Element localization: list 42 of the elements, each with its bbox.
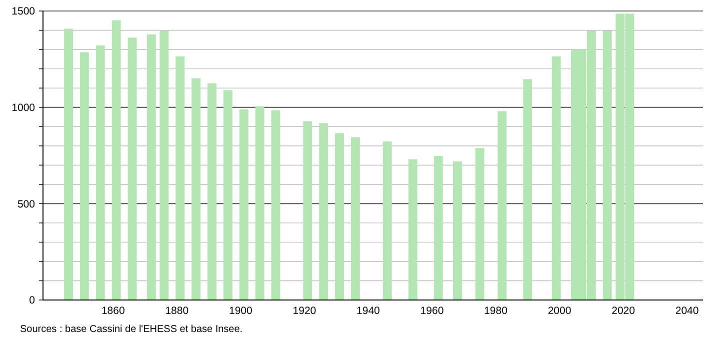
bar xyxy=(146,34,156,300)
bar xyxy=(475,148,484,300)
bar xyxy=(239,109,248,300)
y-tick-label: 1500 xyxy=(12,6,36,18)
bar xyxy=(498,111,507,300)
bar xyxy=(303,121,312,300)
y-tick-label: 500 xyxy=(17,198,36,210)
x-tick-label: 1920 xyxy=(292,305,316,317)
x-tick-label: 1880 xyxy=(165,305,189,317)
x-tick-label: 2000 xyxy=(548,305,572,317)
bar xyxy=(160,30,169,300)
x-tick-label: 2020 xyxy=(612,305,636,317)
bar xyxy=(128,38,137,300)
bar xyxy=(80,52,89,300)
bar xyxy=(96,45,105,300)
bar xyxy=(408,159,418,300)
bar xyxy=(223,90,232,300)
x-tick-label: 2040 xyxy=(675,305,699,317)
y-tick-label: 0 xyxy=(29,294,36,307)
bar xyxy=(208,83,216,300)
bar xyxy=(271,110,280,300)
bar xyxy=(176,56,185,300)
x-tick-label: 1900 xyxy=(229,305,253,317)
source-note: Sources : base Cassini de l'EHESS et base Insee. xyxy=(20,324,243,335)
bar xyxy=(552,56,561,300)
bar xyxy=(192,78,201,300)
x-tick-label: 1860 xyxy=(101,305,125,317)
bar xyxy=(453,161,462,300)
x-tick-label: 1940 xyxy=(356,305,380,317)
bar xyxy=(523,79,532,300)
bar xyxy=(319,123,328,300)
bar xyxy=(255,106,264,300)
bar xyxy=(434,156,443,300)
x-tick-label: 1960 xyxy=(420,305,444,317)
x-tick-label: 1980 xyxy=(484,305,508,317)
bar xyxy=(335,133,344,300)
bar xyxy=(351,137,360,300)
bar xyxy=(382,141,392,300)
bar xyxy=(64,28,73,300)
bar xyxy=(112,20,121,300)
bar xyxy=(602,30,612,300)
y-tick-label: 1000 xyxy=(12,102,36,114)
